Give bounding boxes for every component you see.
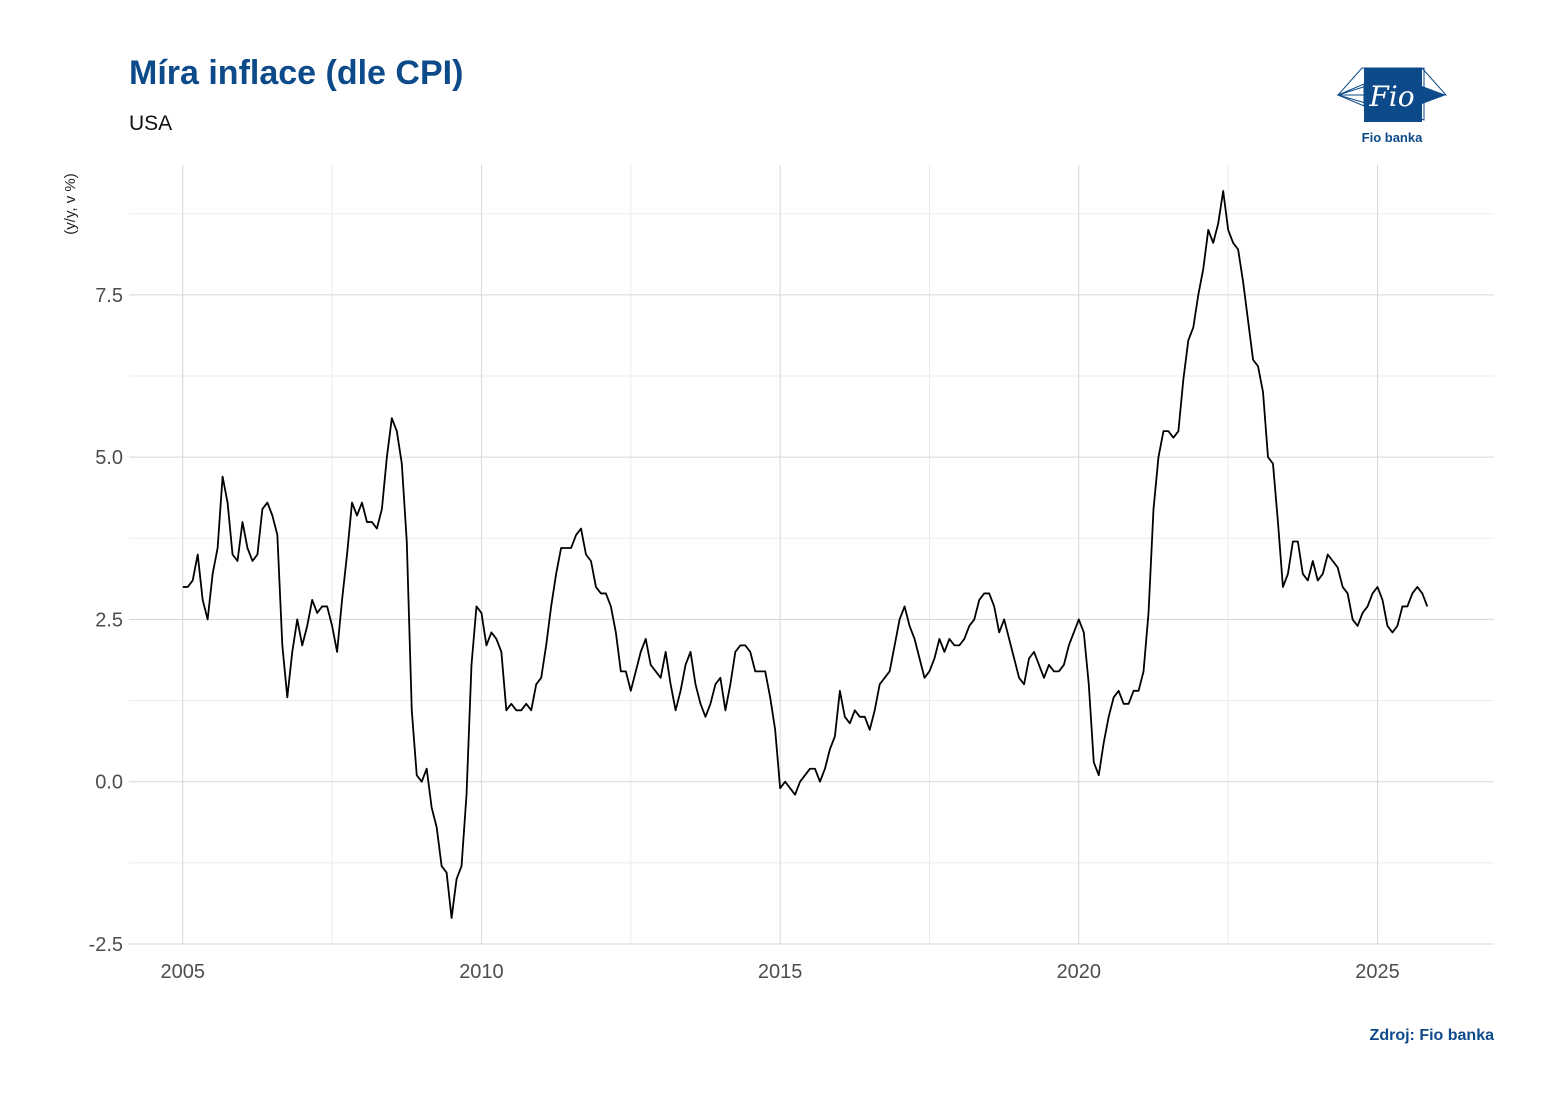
chart-title: Míra inflace (dle CPI) [129, 54, 464, 92]
y-tick-label: 2.5 [95, 609, 123, 631]
inflation-line [182, 190, 1429, 919]
logo-name: Fio banka [1361, 130, 1423, 145]
x-tick-label: 2005 [161, 961, 206, 983]
fio-logo-icon: Fio [1336, 67, 1448, 122]
grid-minor [129, 165, 1494, 944]
chart-subtitle: USA [129, 112, 173, 135]
x-tick-label: 2015 [758, 961, 803, 983]
logo-mark-text: Fio [1368, 80, 1414, 113]
y-tick-label: 7.5 [95, 285, 123, 307]
x-axis-ticks: 2005 2010 2015 2020 2025 [161, 961, 1400, 983]
source-note: Zdroj: Fio banka [1369, 1027, 1494, 1044]
grid-major [129, 165, 1494, 945]
y-tick-label: -2.5 [89, 934, 123, 956]
x-tick-label: 2020 [1057, 961, 1102, 983]
x-tick-label: 2010 [459, 961, 504, 983]
y-axis-label: (y/y, v %) [62, 173, 79, 234]
y-tick-label: 0.0 [95, 772, 123, 794]
y-axis-ticks: -2.5 0.0 2.5 5.0 7.5 [89, 285, 123, 956]
y-tick-label: 5.0 [95, 447, 123, 469]
x-tick-label: 2025 [1355, 961, 1400, 983]
